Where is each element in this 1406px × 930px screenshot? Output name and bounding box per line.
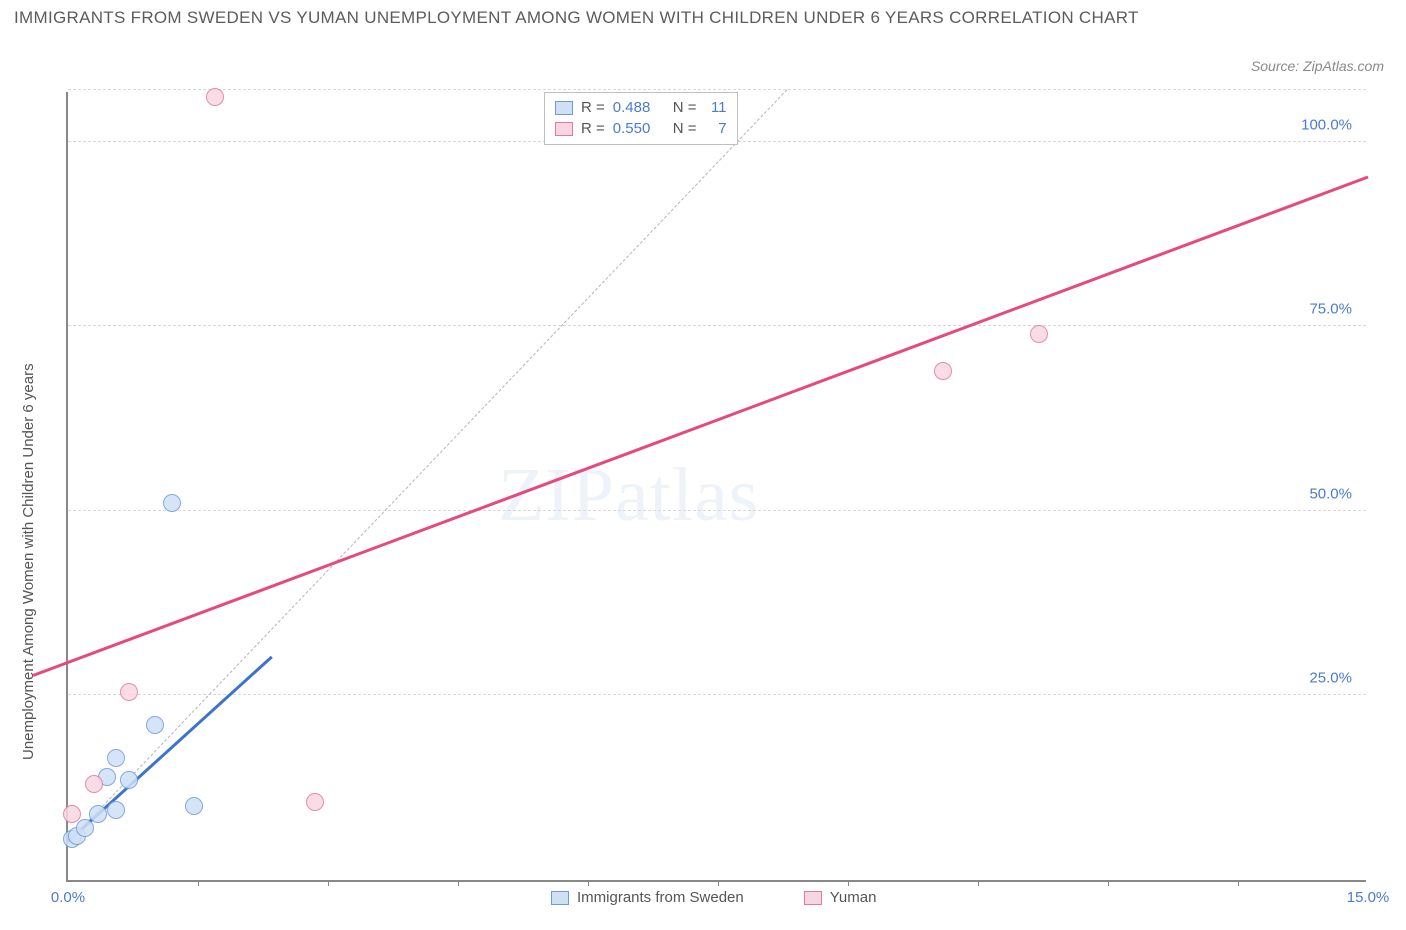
chart-title: IMMIGRANTS FROM SWEDEN VS YUMAN UNEMPLOY… xyxy=(14,8,1306,28)
legend-r-value: 0.488 xyxy=(613,97,665,118)
x-tick-label: 0.0% xyxy=(51,889,85,906)
scatter-marker xyxy=(306,793,324,811)
gridline xyxy=(68,325,1366,326)
legend-row: R = 0.488 N = 11 xyxy=(555,97,727,118)
legend-r-value: 0.550 xyxy=(613,118,665,139)
source-label: Source: ZipAtlas.com xyxy=(1251,58,1384,74)
legend-r-label: R = xyxy=(581,118,605,139)
series-legend-item: Yuman xyxy=(804,889,877,906)
x-minor-tick xyxy=(198,880,199,886)
scatter-marker xyxy=(89,805,107,823)
legend-row: R = 0.550 N = 7 xyxy=(555,118,727,139)
gridline xyxy=(68,510,1366,511)
legend-swatch xyxy=(555,101,573,115)
watermark: ZIPatlas xyxy=(498,452,759,539)
y-axis-label: Unemployment Among Women with Children U… xyxy=(20,363,37,760)
x-minor-tick xyxy=(718,880,719,886)
x-minor-tick xyxy=(588,880,589,886)
correlation-legend: R = 0.488 N = 11 R = 0.550 N = 7 xyxy=(544,92,738,145)
y-tick-label: 75.0% xyxy=(1309,301,1352,318)
y-tick-label: 50.0% xyxy=(1309,485,1352,502)
legend-n-label: N = xyxy=(673,97,697,118)
legend-swatch xyxy=(804,891,822,905)
scatter-marker xyxy=(206,88,224,106)
scatter-marker xyxy=(63,805,81,823)
scatter-marker xyxy=(76,819,94,837)
legend-n-value: 7 xyxy=(705,118,727,139)
scatter-marker xyxy=(107,749,125,767)
trend-line xyxy=(33,176,1369,677)
scatter-marker xyxy=(146,716,164,734)
x-minor-tick xyxy=(1238,880,1239,886)
scatter-marker xyxy=(107,801,125,819)
scatter-marker xyxy=(85,775,103,793)
series-name: Immigrants from Sweden xyxy=(577,889,744,906)
legend-swatch xyxy=(551,891,569,905)
series-legend-item: Immigrants from Sweden xyxy=(551,889,744,906)
series-legend: Immigrants from Sweden Yuman xyxy=(551,889,876,906)
y-tick-label: 100.0% xyxy=(1301,116,1352,133)
x-minor-tick xyxy=(978,880,979,886)
x-tick-label: 15.0% xyxy=(1347,889,1390,906)
gridline xyxy=(68,694,1366,695)
scatter-marker xyxy=(163,494,181,512)
x-minor-tick xyxy=(848,880,849,886)
x-minor-tick xyxy=(1108,880,1109,886)
x-minor-tick xyxy=(328,880,329,886)
scatter-marker xyxy=(120,771,138,789)
scatter-marker xyxy=(120,683,138,701)
scatter-marker xyxy=(1030,325,1048,343)
legend-r-label: R = xyxy=(581,97,605,118)
legend-swatch xyxy=(555,122,573,136)
gridline xyxy=(68,89,1366,90)
x-minor-tick xyxy=(458,880,459,886)
series-name: Yuman xyxy=(830,889,877,906)
y-tick-label: 25.0% xyxy=(1309,670,1352,687)
scatter-marker xyxy=(934,362,952,380)
legend-n-label: N = xyxy=(673,118,697,139)
scatter-plot: ZIPatlas 25.0%50.0%75.0%100.0%0.0%15.0%R… xyxy=(66,92,1366,882)
scatter-marker xyxy=(185,797,203,815)
legend-n-value: 11 xyxy=(705,97,727,118)
